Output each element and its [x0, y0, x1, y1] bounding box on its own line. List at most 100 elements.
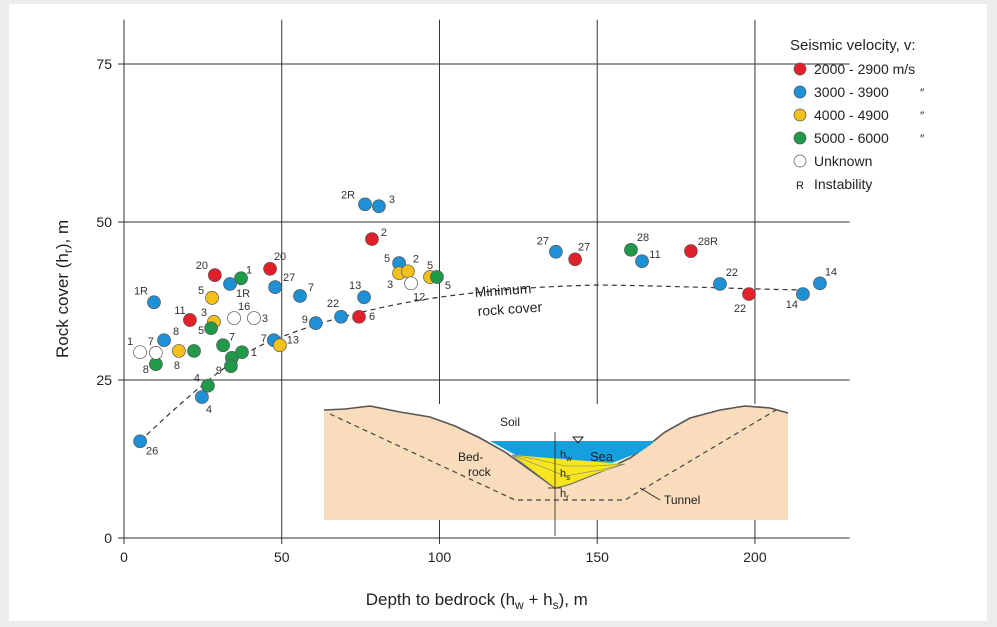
point-label: 22 [726, 267, 738, 279]
point [205, 291, 219, 305]
point [334, 309, 348, 324]
legend-symbol [793, 85, 807, 99]
legend-mark: ″ [920, 109, 925, 123]
inset-soil-label: Soil [500, 415, 520, 429]
point [796, 287, 810, 301]
inset-bedrock-label: Bed- [458, 450, 483, 464]
point-label: 3 [262, 313, 268, 325]
x-axis-title: Depth to bedrock (hw + hs), m [366, 590, 588, 612]
point-label: 27 [537, 236, 549, 248]
point-label: 22 [734, 303, 746, 315]
point [635, 254, 649, 269]
point-label: 3 [201, 307, 207, 319]
subscript: w [514, 598, 524, 612]
point [183, 313, 197, 327]
point-label: 22 [327, 298, 339, 310]
point-label: 14 [825, 266, 837, 278]
h: h [560, 449, 566, 461]
sub: s [566, 473, 570, 482]
point-label: 1 [251, 347, 257, 359]
inset-soil [511, 454, 626, 489]
point-label: 12 [413, 291, 425, 303]
y-tick-label: 0 [104, 530, 112, 546]
x-tick-label: 100 [428, 549, 452, 565]
point [247, 311, 261, 325]
point [133, 345, 147, 360]
point-label: 11 [174, 305, 185, 317]
point [272, 338, 287, 353]
point-label: 1 [127, 336, 133, 348]
inset-hs: hs [560, 468, 570, 482]
h: h [560, 488, 566, 500]
point-label: 26 [146, 445, 158, 457]
point-label: 5 [427, 260, 433, 272]
inset-hw: hw [560, 449, 572, 463]
point [224, 359, 238, 373]
y-tick-label: 50 [96, 214, 112, 230]
annotation: rock cover [477, 299, 543, 319]
point-label: 8 [173, 326, 179, 338]
inset-tunnel-line [329, 409, 777, 501]
point-label: 8 [174, 360, 180, 372]
y-tick-label: 75 [96, 56, 112, 72]
point [133, 434, 147, 449]
point [358, 197, 372, 212]
point [568, 252, 582, 267]
point [227, 311, 241, 325]
point [742, 287, 756, 301]
point [684, 244, 698, 258]
subscript: s [553, 598, 559, 612]
point-label: 4 [206, 404, 212, 416]
point [357, 290, 371, 305]
legend-mark: ″ [920, 132, 925, 146]
y-tick-label: 25 [96, 372, 112, 388]
inset-hr: hr [560, 488, 569, 502]
point-label: 5 [198, 325, 204, 337]
point-label: 20 [196, 260, 208, 272]
point-label: 2 [413, 253, 419, 265]
point-label: 5 [198, 285, 204, 297]
point [352, 309, 366, 324]
point-label: 2R [341, 189, 355, 201]
sub: r [566, 493, 569, 502]
point [713, 277, 727, 291]
point [813, 276, 827, 291]
legend-symbol [793, 131, 807, 145]
point [172, 344, 186, 358]
point [235, 345, 249, 360]
subscript: r [61, 249, 75, 253]
point [201, 378, 215, 393]
point [223, 277, 237, 291]
text: ), m [559, 590, 588, 609]
x-tick-label: 50 [274, 549, 290, 565]
point-label: 7 [148, 336, 154, 348]
point [234, 271, 248, 286]
legend-label: 3000 - 3900 [814, 84, 889, 100]
x-tick-label: 200 [743, 549, 767, 565]
x-tick-label: 0 [120, 549, 128, 565]
point [263, 261, 277, 276]
legend-symbol [793, 108, 807, 122]
point [624, 242, 638, 257]
point-label: 4 [194, 373, 200, 385]
inset-sea-label: Sea [590, 449, 614, 464]
point-label: 16 [238, 301, 250, 313]
point-label: 8 [143, 364, 149, 376]
point-label: 5 [384, 253, 390, 265]
sub: w [565, 454, 572, 463]
point [404, 276, 418, 291]
legend-symbol [793, 62, 807, 76]
text: Rock cover (h [53, 253, 72, 358]
point-label: 13 [287, 334, 299, 346]
text: Depth to bedrock (h [366, 590, 515, 609]
legend-symbol [793, 154, 807, 168]
point-label: 27 [578, 241, 590, 253]
point [549, 244, 563, 259]
legend-title: Seismic velocity, v: [790, 37, 916, 54]
point [195, 390, 209, 404]
point-label: 28 [637, 232, 649, 244]
point [216, 338, 230, 353]
point [208, 268, 222, 282]
